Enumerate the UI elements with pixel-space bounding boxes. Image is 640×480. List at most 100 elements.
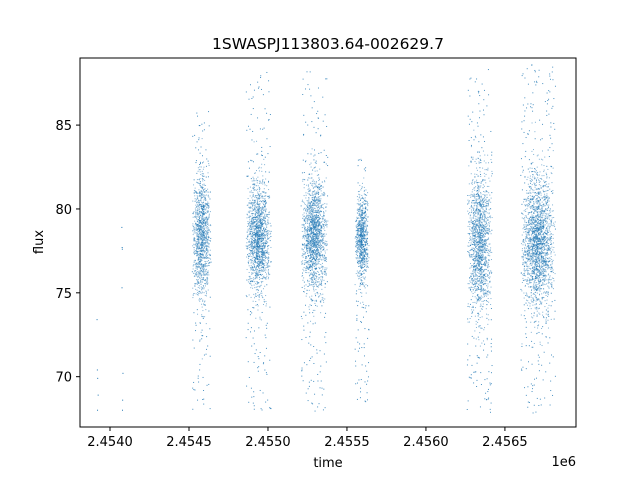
data-point	[205, 261, 207, 263]
data-point	[203, 194, 205, 196]
data-point	[264, 156, 266, 158]
data-point	[254, 246, 256, 248]
data-point	[319, 258, 321, 260]
data-point	[326, 240, 328, 242]
data-point	[263, 228, 265, 230]
data-point	[311, 259, 313, 261]
data-point	[302, 78, 304, 80]
data-point	[318, 246, 320, 248]
data-point	[301, 286, 303, 288]
data-point	[304, 220, 306, 222]
data-point	[315, 162, 317, 164]
data-point	[205, 247, 207, 249]
data-point	[203, 274, 205, 276]
data-point	[260, 281, 262, 283]
data-point	[317, 128, 319, 130]
data-point	[207, 279, 209, 281]
data-point	[358, 217, 360, 219]
data-point	[206, 277, 208, 279]
data-point	[326, 203, 328, 205]
data-point	[197, 236, 199, 238]
data-point	[267, 153, 269, 155]
data-point	[265, 239, 267, 241]
data-point	[259, 215, 261, 217]
data-point	[317, 225, 319, 227]
data-point	[303, 133, 305, 135]
data-point	[196, 294, 198, 296]
data-point	[201, 188, 203, 190]
data-point	[195, 271, 197, 273]
data-point	[311, 198, 313, 200]
data-point	[251, 243, 253, 245]
data-point	[310, 227, 312, 229]
data-point	[313, 221, 315, 223]
data-point	[251, 247, 253, 249]
data-point	[260, 232, 262, 234]
data-point	[360, 189, 362, 191]
data-point	[253, 405, 255, 407]
data-point	[251, 281, 253, 283]
data-point	[322, 272, 324, 274]
data-point	[364, 203, 366, 205]
data-point	[205, 203, 207, 205]
data-point	[309, 71, 311, 73]
data-point	[250, 251, 252, 253]
data-point	[311, 216, 313, 218]
data-point	[253, 250, 255, 252]
data-point	[320, 284, 322, 286]
data-point	[303, 172, 305, 174]
data-point	[249, 277, 251, 279]
data-point	[255, 189, 257, 191]
data-point	[357, 229, 359, 231]
data-point	[256, 276, 258, 278]
data-point	[200, 272, 202, 274]
data-point	[320, 135, 322, 137]
data-point	[320, 236, 322, 238]
data-point	[257, 258, 259, 260]
data-point	[260, 207, 262, 209]
data-point	[249, 230, 251, 232]
data-point	[204, 227, 206, 229]
data-point	[254, 287, 256, 289]
data-point	[310, 213, 312, 215]
data-point	[265, 209, 267, 211]
data-point	[310, 224, 312, 226]
data-point	[260, 254, 262, 256]
data-point	[304, 228, 306, 230]
data-point	[367, 205, 369, 207]
data-point	[201, 274, 203, 276]
data-point	[259, 214, 261, 216]
data-point	[319, 240, 321, 242]
data-point	[205, 248, 207, 250]
data-point	[307, 202, 309, 204]
data-point	[314, 222, 316, 224]
data-point	[303, 277, 305, 279]
data-point	[315, 283, 317, 285]
data-point	[193, 192, 195, 194]
data-point	[305, 392, 307, 394]
data-point	[251, 273, 253, 275]
data-point	[356, 228, 358, 230]
data-point	[196, 309, 198, 311]
data-point	[270, 225, 272, 227]
data-point	[267, 399, 269, 401]
data-point	[316, 217, 318, 219]
data-point	[305, 268, 307, 270]
data-point	[322, 220, 324, 222]
data-point	[207, 212, 209, 214]
data-point	[314, 243, 316, 245]
data-point	[261, 220, 263, 222]
data-point	[200, 185, 202, 187]
data-point	[196, 262, 198, 264]
data-point	[199, 216, 201, 218]
data-point	[319, 241, 321, 243]
data-point	[207, 249, 209, 251]
data-point	[313, 221, 315, 223]
data-point	[358, 221, 360, 223]
data-point	[260, 251, 262, 253]
data-point	[198, 137, 200, 139]
data-point	[308, 272, 310, 274]
data-point	[249, 210, 251, 212]
data-point	[256, 270, 258, 272]
data-point	[194, 285, 196, 287]
